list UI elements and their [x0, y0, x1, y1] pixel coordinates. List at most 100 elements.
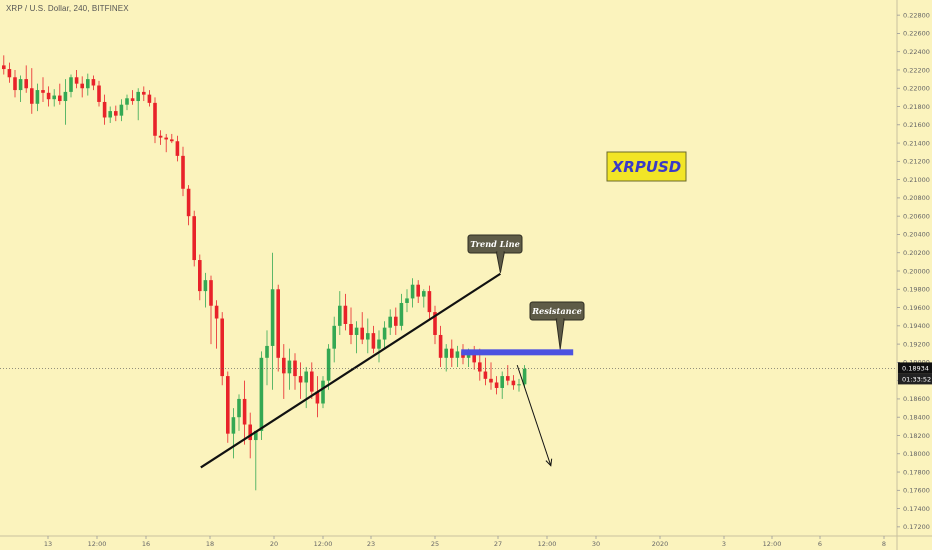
- candle-body: [410, 284, 415, 299]
- time-tick-label: 3: [722, 540, 726, 548]
- candle-body: [416, 284, 420, 297]
- time-tick-label: 23: [367, 540, 375, 548]
- candle: [433, 305, 437, 345]
- candle-body: [186, 188, 191, 217]
- trend-line: [200, 272, 501, 469]
- bar-countdown-value: 01:33:52: [902, 375, 931, 383]
- candle: [517, 378, 521, 392]
- candle: [158, 130, 163, 145]
- candle: [242, 380, 247, 445]
- candle-body: [24, 79, 28, 89]
- candle-body: [377, 339, 381, 349]
- candle-body: [125, 98, 129, 105]
- resistance-zone: [461, 349, 574, 356]
- candle-body: [237, 398, 241, 418]
- time-tick-label: 12:00: [314, 540, 333, 548]
- time-tick-label: 16: [142, 540, 150, 548]
- price-tick-label: 0.17600: [903, 487, 930, 495]
- candle: [382, 321, 387, 349]
- candle-body: [18, 79, 23, 91]
- candle: [192, 210, 196, 267]
- candle: [354, 321, 359, 354]
- candle-body: [254, 430, 258, 441]
- candle: [147, 90, 152, 107]
- candle: [125, 94, 129, 111]
- candle: [326, 344, 331, 390]
- candle-body: [478, 362, 482, 372]
- candle: [52, 89, 56, 107]
- candle-body: [2, 65, 6, 70]
- candle-body: [455, 351, 460, 358]
- candle: [102, 94, 107, 125]
- candle-body: [158, 135, 163, 138]
- candle-body: [46, 92, 51, 100]
- price-tick-label: 0.17400: [903, 505, 930, 513]
- candle: [494, 376, 499, 395]
- candle-body: [58, 95, 62, 102]
- candle-body: [142, 91, 146, 95]
- price-tick-label: 0.19400: [903, 322, 930, 330]
- chart-title: XRP / U.S. Dollar, 240, BITFINEX: [6, 4, 129, 13]
- resistance-callout-label: Resistance: [531, 306, 582, 316]
- candle-body: [203, 280, 208, 292]
- candle: [450, 339, 454, 367]
- arrow-head-icon: [545, 458, 553, 467]
- candle: [293, 353, 297, 390]
- candle: [237, 394, 241, 431]
- candle-body: [382, 327, 387, 340]
- candle: [298, 362, 303, 399]
- candle: [80, 76, 84, 98]
- resistance-callout: Resistance: [529, 301, 585, 350]
- time-tick-label: 2020: [652, 540, 669, 548]
- candle: [366, 318, 370, 354]
- candle: [259, 351, 264, 441]
- candle: [136, 88, 140, 121]
- candle: [30, 68, 34, 114]
- candle: [321, 376, 325, 409]
- candle-body: [287, 360, 292, 374]
- candle: [170, 133, 174, 144]
- candle: [343, 293, 348, 331]
- symbol-badge: XRPUSD: [606, 151, 687, 182]
- time-tick-label: 12:00: [538, 540, 557, 548]
- candle-body: [506, 376, 510, 381]
- candle-body: [175, 141, 180, 156]
- candle: [360, 312, 364, 345]
- candle: [203, 272, 208, 308]
- candle: [58, 83, 62, 105]
- candle-body: [315, 391, 320, 404]
- candle-body: [102, 101, 107, 118]
- candle: [410, 278, 415, 308]
- price-tick-label: 0.19600: [903, 304, 930, 312]
- candle: [74, 69, 79, 89]
- price-tick-label: 0.21000: [903, 176, 930, 184]
- candle-body: [35, 90, 40, 104]
- candle-body: [242, 398, 247, 425]
- candle-body: [91, 79, 96, 86]
- price-tick-label: 0.18000: [903, 450, 930, 458]
- candle-body: [231, 417, 236, 434]
- price-tick-label: 0.19800: [903, 286, 930, 294]
- candle-body: [494, 382, 499, 388]
- candle: [86, 73, 90, 96]
- candle-body: [13, 77, 17, 91]
- price-tick-label: 0.22800: [903, 11, 930, 19]
- candle-body: [360, 327, 364, 340]
- candle: [399, 293, 404, 331]
- candle-body: [371, 333, 376, 349]
- candle: [198, 254, 202, 301]
- bar-countdown: 01:33:52: [898, 373, 932, 385]
- candle-body: [30, 88, 34, 104]
- candle: [310, 362, 314, 399]
- candle-body: [147, 94, 152, 103]
- candle-body: [136, 91, 140, 102]
- candle: [304, 366, 308, 409]
- candle-body: [427, 291, 432, 313]
- time-tick-label: 13: [44, 540, 52, 548]
- candle-body: [265, 345, 269, 358]
- candle: [332, 316, 336, 363]
- candle-body: [444, 348, 448, 358]
- candle: [142, 86, 146, 102]
- candle: [349, 307, 353, 345]
